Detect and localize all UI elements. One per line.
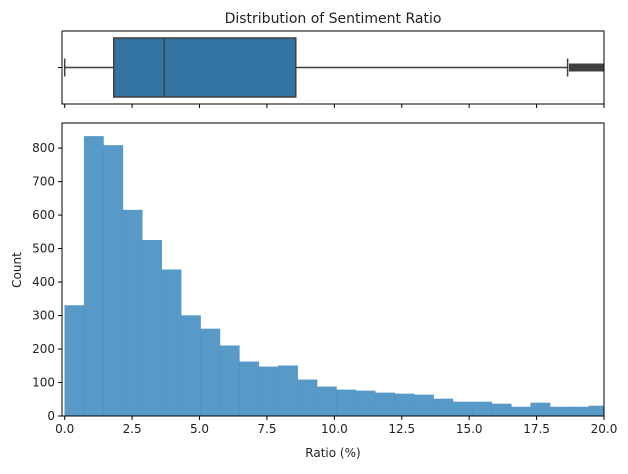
histogram-bar: [219, 345, 240, 416]
x-tick-label: 7.5: [257, 422, 276, 436]
histogram-bar: [472, 401, 493, 416]
y-tick-label: 800: [32, 141, 55, 155]
histogram-bar: [336, 389, 357, 416]
histogram-bar: [355, 390, 376, 416]
y-tick-label: 400: [32, 275, 55, 289]
x-tick-label: 10.0: [321, 422, 348, 436]
histogram-bar: [375, 392, 395, 416]
y-tick-label: 0: [47, 409, 55, 423]
histogram-bar: [588, 405, 604, 416]
histogram-bar: [569, 406, 590, 416]
histogram-bar: [316, 386, 337, 416]
y-tick-label: 100: [32, 376, 55, 390]
histogram-axes: 0.0 2.5 5.0 7.5 10.0 12.5 15.0 17.5 20.0 0 100 200 3…: [32, 122, 618, 436]
histogram-bar: [161, 269, 182, 416]
histogram-bar: [452, 401, 473, 416]
histogram-bar: [200, 328, 221, 416]
hist-axes-frame: [61, 122, 605, 417]
histogram-bar: [64, 305, 85, 416]
x-tick-label: 17.5: [523, 422, 550, 436]
x-axis-label: Ratio (%): [305, 446, 360, 460]
histogram-bar: [122, 209, 143, 416]
y-tick-label: 600: [32, 208, 55, 222]
y-tick-label: 700: [32, 175, 55, 189]
x-tick-label: 15.0: [456, 422, 483, 436]
histogram-bar: [180, 315, 201, 416]
histogram-bar: [491, 403, 512, 416]
histogram-bar: [394, 393, 415, 416]
histogram-bar: [83, 136, 104, 416]
x-tick-label: 5.0: [190, 422, 209, 436]
y-tick-label: 500: [32, 242, 55, 256]
outliers: [568, 63, 604, 72]
y-axis-label: Count: [10, 252, 24, 288]
box-iqr: [113, 37, 297, 98]
boxplot-axes: [58, 30, 605, 108]
box-title: Distribution of Sentiment Ratio: [225, 11, 442, 27]
histogram-bar: [142, 239, 162, 416]
histogram-bar: [103, 145, 124, 416]
x-tick-label: 20.0: [591, 422, 618, 436]
histogram-bar: [278, 365, 298, 416]
y-tick-label: 200: [32, 342, 55, 356]
histogram-bar: [297, 379, 318, 416]
x-tick-label: 0.0: [55, 422, 74, 436]
histogram-bar: [511, 406, 531, 416]
histogram-bar: [258, 366, 279, 416]
bars: [64, 136, 604, 416]
x-tick-label: 12.5: [388, 422, 415, 436]
histogram-bar: [549, 406, 570, 416]
histogram-bar: [239, 361, 260, 416]
y-tick-label: 300: [32, 309, 55, 323]
histogram-bar: [433, 398, 454, 416]
x-tick-label: 2.5: [123, 422, 142, 436]
histogram-bar: [530, 402, 551, 416]
histogram-bar: [413, 394, 434, 416]
